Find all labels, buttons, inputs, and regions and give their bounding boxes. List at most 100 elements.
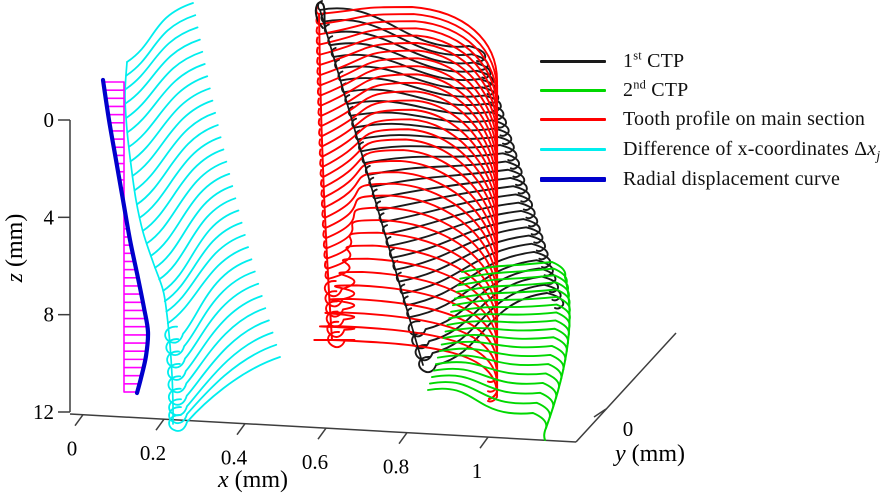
x-axis-tick-label: 0.6 bbox=[302, 450, 328, 474]
difference-x-curve bbox=[124, 26, 199, 91]
second-ctp-curve bbox=[432, 367, 558, 399]
x-axis-tick bbox=[398, 432, 408, 445]
difference-x-curve bbox=[165, 270, 256, 356]
second-ctp-curve bbox=[440, 340, 567, 362]
difference-x-curve bbox=[168, 343, 278, 425]
second-ctp-curve bbox=[444, 327, 569, 345]
y-axis-tick-label: 0 bbox=[623, 417, 634, 441]
z-axis-tick-label: 4 bbox=[44, 205, 55, 229]
difference-x-curve bbox=[131, 99, 214, 177]
difference-x-curve bbox=[158, 197, 237, 281]
z-axis-tick-label: 8 bbox=[44, 303, 55, 327]
tooth-profile-curve bbox=[322, 219, 498, 311]
difference-x-curve bbox=[125, 14, 197, 77]
z-axis-tick-label: 0 bbox=[44, 108, 55, 132]
difference-x-left-envelope bbox=[124, 61, 174, 425]
tooth-profile-curve bbox=[317, 73, 498, 174]
difference-x-curve bbox=[150, 172, 231, 257]
tooth-profile-curve bbox=[316, 65, 498, 164]
second-ctp-curve bbox=[450, 303, 571, 321]
difference-x-curve bbox=[166, 282, 260, 369]
second-ctp-curve bbox=[429, 381, 551, 419]
tooth-profile-curve bbox=[313, 331, 498, 403]
difference-x-curve bbox=[168, 331, 274, 417]
tooth-profile-curve bbox=[318, 118, 498, 223]
second-ctp-curve bbox=[436, 354, 563, 380]
second-ctp-curve bbox=[446, 319, 570, 337]
tooth-profile-curve bbox=[315, 13, 498, 96]
x-axis-tick bbox=[479, 436, 489, 449]
tooth-profile-curve bbox=[318, 99, 498, 203]
second-ctp-right-envelope bbox=[543, 276, 571, 441]
first-ctp-curve bbox=[364, 160, 523, 179]
difference-x-curve bbox=[168, 356, 281, 432]
difference-x-curve bbox=[124, 38, 201, 105]
x-axis-tick bbox=[155, 418, 165, 431]
difference-x-curve bbox=[167, 307, 267, 394]
tooth-profile-curve bbox=[316, 34, 498, 125]
tooth-profile-curve bbox=[317, 81, 498, 184]
difference-x-curve bbox=[164, 258, 253, 344]
tooth-profile-left-envelope bbox=[318, 13, 333, 341]
tooth-profile-curve bbox=[320, 160, 498, 262]
second-ctp-curve bbox=[438, 347, 565, 371]
z-axis-tick-label: 12 bbox=[33, 400, 54, 424]
x-axis-tick-label: 0.8 bbox=[383, 455, 409, 479]
tooth-profile-curve bbox=[316, 42, 498, 135]
tooth-profile-curve bbox=[316, 49, 498, 145]
difference-x-curve bbox=[165, 234, 246, 313]
difference-x-curve bbox=[128, 75, 209, 148]
second-ctp-curve bbox=[431, 374, 555, 409]
difference-x-curve bbox=[126, 2, 194, 63]
tooth-profile-right-envelope bbox=[487, 83, 499, 401]
x-axis-tick-label: 0.2 bbox=[140, 441, 166, 465]
second-ctp-curve bbox=[448, 311, 571, 329]
x-axis-tick bbox=[74, 414, 84, 427]
second-ctp-curve bbox=[442, 334, 568, 354]
tooth-profile-curve bbox=[322, 206, 498, 301]
x-axis-tick-label: 0.4 bbox=[221, 446, 248, 470]
difference-x-curve bbox=[167, 295, 263, 381]
x-axis-line bbox=[69, 413, 577, 443]
difference-x-curve bbox=[167, 319, 270, 406]
tooth-profile-curve bbox=[317, 90, 498, 194]
difference-x-curve bbox=[162, 209, 240, 292]
second-ctp-curve bbox=[427, 387, 548, 429]
difference-x-curve bbox=[138, 136, 222, 219]
x-axis-tick bbox=[317, 427, 327, 440]
x-axis-tick-label: 0 bbox=[67, 437, 78, 461]
first-ctp-top-hook bbox=[314, 1, 326, 29]
tooth-profile-curve bbox=[321, 194, 498, 291]
difference-x-curve bbox=[125, 50, 204, 119]
tooth-profile-curve bbox=[321, 182, 498, 281]
second-ctp-curve bbox=[461, 261, 567, 278]
z-axis-label: z (mm) bbox=[2, 214, 28, 284]
difference-x-curve bbox=[163, 221, 243, 303]
y-axis-line bbox=[575, 332, 677, 443]
tooth-profile-curve bbox=[324, 244, 498, 330]
difference-x-curve bbox=[126, 63, 206, 134]
y-axis-tick bbox=[593, 408, 607, 418]
tooth-profile-curve bbox=[316, 57, 498, 155]
x-axis-tick bbox=[236, 423, 246, 436]
difference-x-curve bbox=[133, 111, 216, 192]
difference-x-curve bbox=[166, 246, 249, 325]
tooth-profile-curve bbox=[319, 138, 498, 242]
difference-x-curve bbox=[154, 185, 234, 269]
tooth-profile-curve bbox=[315, 6, 498, 86]
tooth-profile-curve bbox=[315, 27, 498, 116]
tooth-profile-curve bbox=[320, 149, 498, 252]
x-axis-label: x (mm) bbox=[217, 467, 288, 493]
radial-displacement-curve bbox=[100, 77, 151, 396]
first-ctp-left-envelope bbox=[319, 9, 424, 366]
x-axis-tick-label: 1 bbox=[472, 459, 483, 483]
difference-x-curve bbox=[136, 124, 219, 206]
second-ctp-curve bbox=[434, 361, 560, 390]
difference-x-curve bbox=[145, 160, 228, 245]
tooth-profile-curve bbox=[319, 128, 498, 233]
difference-x-curve bbox=[141, 148, 225, 232]
difference-x-curve bbox=[129, 87, 211, 163]
tooth-profile-curve bbox=[315, 20, 498, 106]
